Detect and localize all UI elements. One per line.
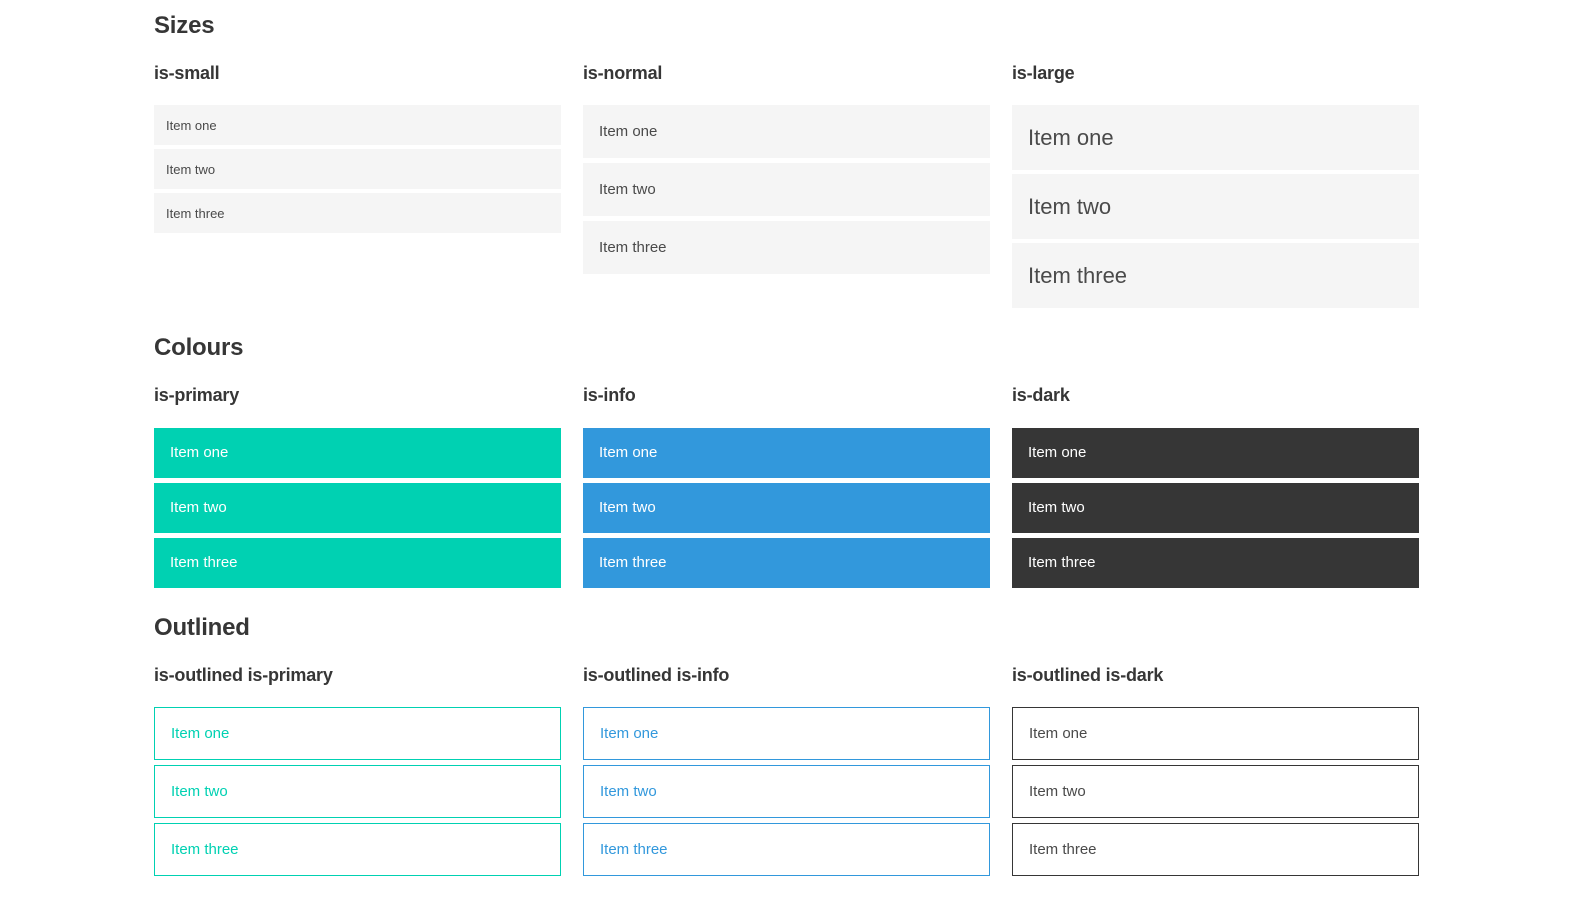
group-label: is-outlined is-dark [1012,664,1164,685]
section-outlined: Outlined is-outlined is-primary Item one… [154,613,1419,877]
group-label: is-normal [583,62,663,83]
list-item[interactable]: Item three [583,221,990,275]
group-label: is-dark [1012,385,1070,406]
list-is-dark: Item one Item two Item three [1012,427,1419,588]
outlined-columns: is-outlined is-primary Item one Item two… [154,665,1419,877]
list-item[interactable]: Item one [583,427,990,478]
list-item[interactable]: Item two [154,149,561,190]
list-item[interactable]: Item three [583,823,990,877]
list-is-outlined-is-primary: Item one Item two Item three [154,707,561,877]
column-is-outlined-is-dark: is-outlined is-dark Item one Item two It… [1012,665,1419,877]
list-item[interactable]: Item one [154,427,561,478]
section-title: Sizes [154,12,215,39]
colours-columns: is-primary Item one Item two Item three … [154,385,1419,588]
section-title: Outlined [154,613,250,641]
group-label: is-info [583,385,636,406]
list-item[interactable]: Item two [154,482,561,533]
column-is-info: is-info Item one Item two Item three [583,385,990,588]
list-item[interactable]: Item one [1012,427,1419,478]
component-demo-page: Sizes is-small Item one Item two Item th… [154,12,1419,877]
sizes-columns: is-small Item one Item two Item three is… [154,63,1419,309]
group-label: is-primary [154,385,240,406]
list-item[interactable]: Item two [1012,765,1419,819]
list-is-outlined-is-info: Item one Item two Item three [583,707,990,877]
list-item[interactable]: Item two [154,765,561,819]
list-item[interactable]: Item three [1012,537,1419,588]
column-is-primary: is-primary Item one Item two Item three [154,385,561,588]
list-is-primary: Item one Item two Item three [154,427,561,588]
list-item[interactable]: Item three [1012,823,1419,877]
list-item[interactable]: Item three [154,537,561,588]
list-item[interactable]: Item two [583,163,990,217]
list-item[interactable]: Item one [154,105,561,146]
group-label: is-outlined is-info [583,664,730,685]
list-item[interactable]: Item three [583,537,990,588]
list-item[interactable]: Item one [154,707,561,761]
column-is-small: is-small Item one Item two Item three [154,63,561,309]
list-item[interactable]: Item one [1012,707,1419,761]
list-is-small: Item one Item two Item three [154,105,561,234]
group-label: is-small [154,62,220,83]
list-item[interactable]: Item three [154,823,561,877]
column-is-normal: is-normal Item one Item two Item three [583,63,990,309]
section-sizes: Sizes is-small Item one Item two Item th… [154,12,1419,309]
list-item[interactable]: Item two [583,765,990,819]
list-item[interactable]: Item two [583,482,990,533]
column-is-dark: is-dark Item one Item two Item three [1012,385,1419,588]
list-is-normal: Item one Item two Item three [583,105,990,275]
list-item[interactable]: Item two [1012,482,1419,533]
group-label: is-large [1012,62,1075,83]
list-item[interactable]: Item two [1012,174,1419,240]
list-item[interactable]: Item three [154,193,561,234]
section-colours: Colours is-primary Item one Item two Ite… [154,334,1419,588]
column-is-outlined-is-primary: is-outlined is-primary Item one Item two… [154,665,561,877]
group-label: is-outlined is-primary [154,664,333,685]
column-is-outlined-is-info: is-outlined is-info Item one Item two It… [583,665,990,877]
list-is-outlined-is-dark: Item one Item two Item three [1012,707,1419,877]
list-is-info: Item one Item two Item three [583,427,990,588]
list-item[interactable]: Item one [583,105,990,159]
list-item[interactable]: Item one [583,707,990,761]
list-item[interactable]: Item three [1012,243,1419,309]
column-is-large: is-large Item one Item two Item three [1012,63,1419,309]
list-is-large: Item one Item two Item three [1012,105,1419,309]
section-title: Colours [154,334,244,362]
list-item[interactable]: Item one [1012,105,1419,171]
